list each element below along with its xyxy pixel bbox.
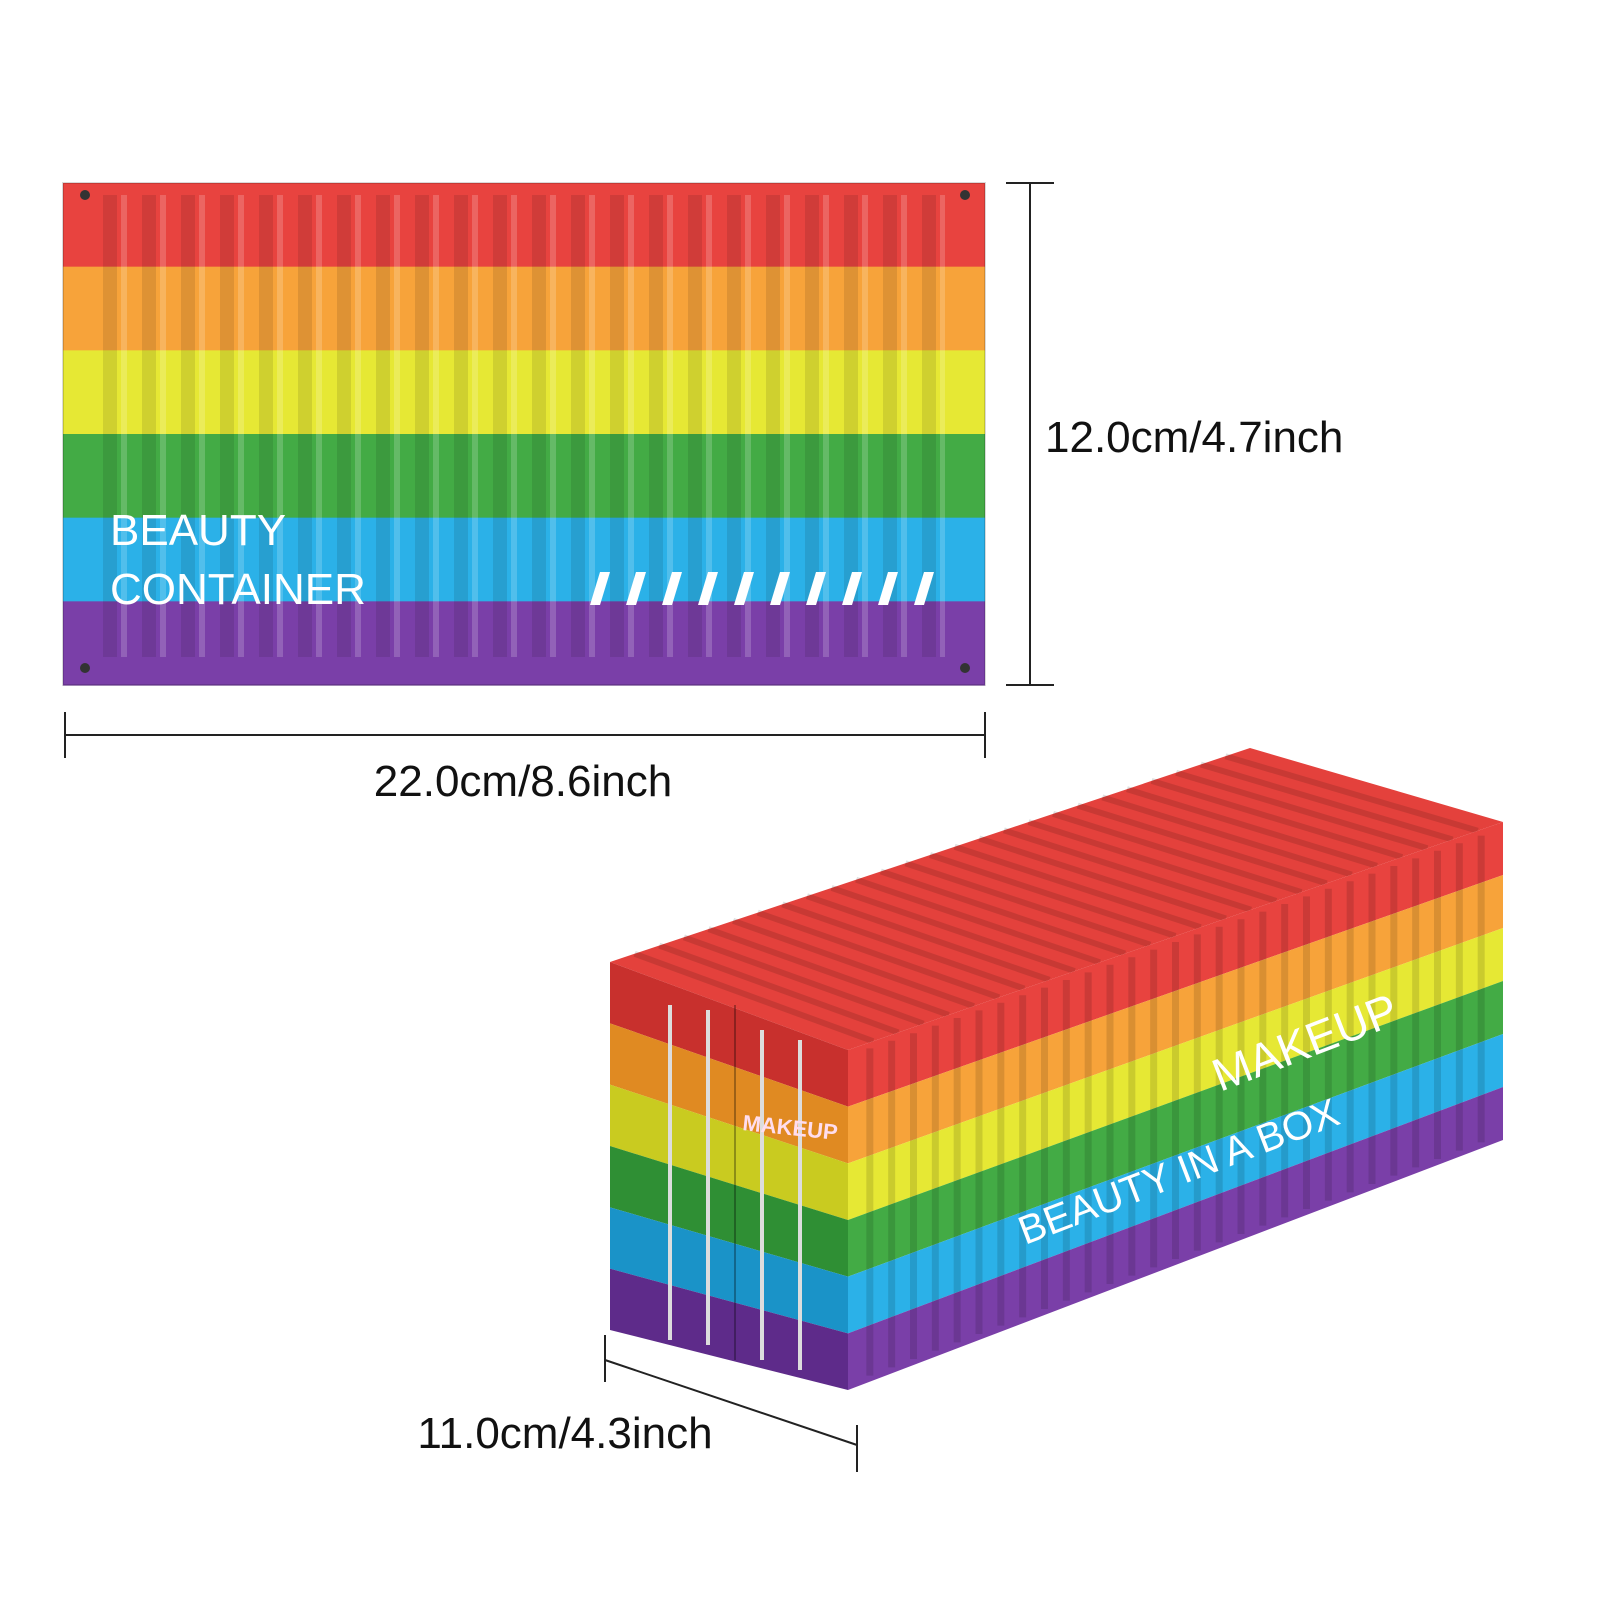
roof-rib (1027, 819, 1278, 904)
roof-rib (904, 860, 1152, 948)
side-stripe (848, 1034, 1503, 1334)
roof-rib (781, 901, 1026, 992)
corner-hole (80, 190, 90, 200)
stripe-mark (698, 572, 718, 605)
roof-rib (1052, 810, 1303, 896)
roof-rib (978, 835, 1227, 922)
door-stripe (610, 962, 848, 1107)
height-dimension: 12.0cm/4.7inch (1006, 182, 1343, 686)
roof-rib (707, 926, 950, 1018)
roof-rib (830, 885, 1076, 974)
roof-rib (732, 918, 975, 1009)
roof-rib (1175, 769, 1429, 852)
roof-rib (1076, 802, 1328, 887)
frame (62, 182, 986, 686)
roof-rib (1101, 794, 1353, 878)
roof-rib (953, 843, 1202, 931)
stripe-mark (590, 572, 610, 605)
roof-rib (1199, 761, 1454, 843)
stripe-mark (842, 572, 862, 605)
stripe-mark (806, 572, 826, 605)
stripe-mark (734, 572, 754, 605)
roof-rib (929, 852, 1177, 939)
roof-rib (855, 876, 1101, 966)
depth-dimension: 11.0cm/4.3inch (417, 1335, 858, 1472)
corner-hole (80, 663, 90, 673)
front-container-text: BEAUTY CONTAINER (110, 506, 366, 614)
side-stripe (848, 981, 1503, 1277)
roof-rib (756, 909, 1001, 1001)
perspective-container (610, 748, 1503, 1390)
roof-rib (1150, 778, 1404, 860)
roof-rib (682, 934, 925, 1027)
dimension-label: 22.0cm/8.6inch (374, 757, 672, 806)
roof-rib (658, 942, 900, 1036)
side-stripe (848, 875, 1503, 1164)
label-line: CONTAINER (110, 565, 366, 614)
stripe-mark (662, 572, 682, 605)
roof-rib (805, 893, 1051, 983)
stripe-mark (770, 572, 790, 605)
roof-rib (1224, 753, 1479, 834)
roof-rib (879, 868, 1127, 957)
top-face (610, 748, 1503, 1050)
corrugation (103, 195, 945, 657)
dimension-label: 12.0cm/4.7inch (1045, 413, 1343, 462)
corner-hole (960, 190, 970, 200)
corner-hole (960, 663, 970, 673)
stripe-mark (626, 572, 646, 605)
side-stripe (848, 928, 1503, 1220)
label-line: BEAUTY (110, 506, 286, 555)
roof-rib (1002, 827, 1252, 913)
side-stripe (848, 1087, 1503, 1390)
front-container (62, 182, 986, 686)
roof-rib (633, 950, 875, 1045)
stripe-mark (914, 572, 934, 605)
width-dimension: 22.0cm/8.6inch (64, 712, 986, 806)
side-stripe (848, 822, 1503, 1107)
stripe-mark (878, 572, 898, 605)
roof-rib (1126, 786, 1378, 869)
dimension-label: 11.0cm/4.3inch (417, 1409, 712, 1458)
